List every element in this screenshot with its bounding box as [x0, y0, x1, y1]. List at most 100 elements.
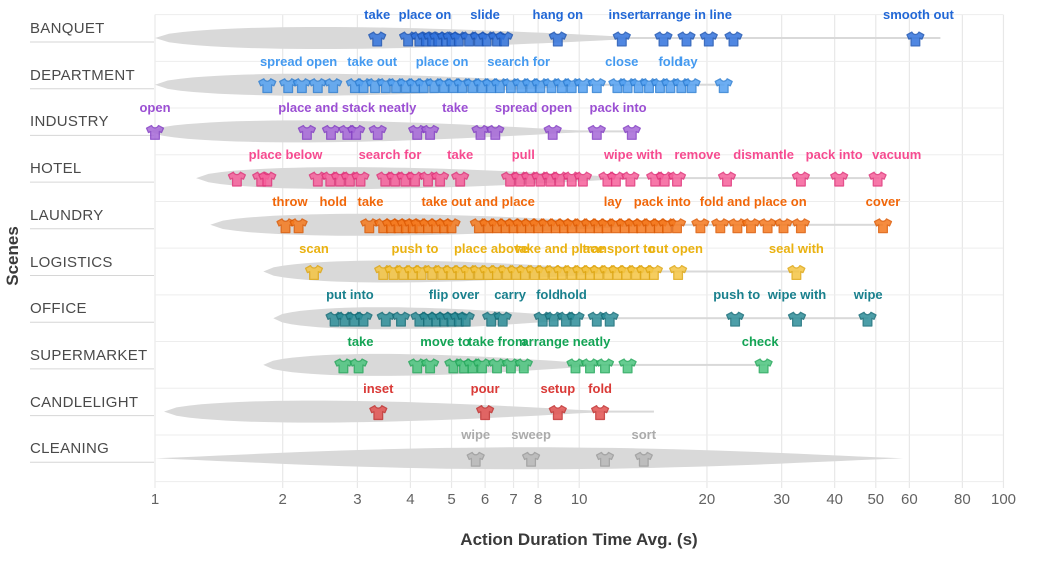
tshirt-marker-icon: [622, 124, 641, 140]
action-label: sweep: [511, 427, 551, 443]
tshirt-marker-icon: [714, 78, 733, 94]
action-label: pack into: [633, 193, 691, 209]
action-label: spread open: [494, 100, 573, 116]
tshirt-marker-icon: [587, 124, 606, 140]
action-label: search for: [358, 147, 422, 163]
action-label: smooth out: [883, 7, 954, 22]
action-label: lay: [679, 53, 698, 69]
action-label: fold: [588, 380, 613, 396]
tshirt-marker-icon: [354, 311, 373, 327]
x-tick-label: 80: [954, 491, 971, 508]
action-label: hold: [319, 193, 347, 209]
x-tick-label: 10: [570, 491, 588, 508]
action-label: arrange neatly: [521, 333, 611, 349]
action-label: spread open: [259, 53, 338, 69]
action-label: arrange in line: [643, 7, 732, 22]
x-tick-label: 100: [990, 491, 1017, 508]
tshirt-marker-icon: [677, 31, 696, 47]
action-label: push to: [391, 240, 439, 256]
action-label: place on: [415, 53, 469, 69]
x-tick-label: 30: [773, 491, 791, 508]
tshirt-marker-icon: [334, 358, 353, 374]
tshirt-marker-icon: [758, 218, 777, 234]
tshirt-marker-icon: [868, 171, 887, 187]
tshirt-marker-icon: [451, 171, 470, 187]
violin-tail: [588, 37, 941, 39]
tshirt-marker-icon: [486, 124, 505, 140]
tshirt-marker-icon: [521, 451, 541, 467]
tshirt-marker-icon: [873, 218, 893, 234]
x-tick-label: 50: [867, 491, 885, 508]
tshirt-marker-icon: [600, 311, 619, 327]
tshirt-marker-icon: [590, 405, 610, 421]
tshirt-marker-icon: [420, 124, 440, 140]
action-label: insert: [608, 7, 644, 22]
tshirt-marker-icon: [289, 218, 308, 234]
tshirt-marker-icon: [279, 78, 298, 94]
action-label: close: [605, 53, 639, 69]
x-tick-label: 3: [353, 491, 362, 508]
marker-layer: [145, 31, 925, 467]
tshirt-marker-icon: [351, 171, 370, 187]
tshirt-marker-icon: [711, 218, 730, 234]
row-label-banquet: BANQUET: [30, 20, 105, 37]
action-label: hang on: [532, 7, 584, 22]
action-label: wipe with: [767, 287, 827, 303]
tshirt-marker-icon: [754, 358, 773, 374]
action-label: fold and place on: [699, 193, 807, 209]
action-label: place on: [398, 7, 452, 22]
action-label: check: [741, 333, 779, 349]
row-label-office: OFFICE: [30, 300, 87, 318]
tshirt-marker-icon: [368, 124, 387, 140]
tshirt-marker-icon: [691, 218, 710, 234]
tshirt-marker-icon: [442, 218, 461, 234]
action-label: pack into: [589, 100, 647, 116]
action-label: slide: [470, 7, 500, 22]
action-label: place above: [453, 240, 529, 256]
action-label: move to: [420, 333, 471, 349]
violin-tail: [575, 270, 800, 273]
tshirt-marker-icon: [787, 264, 806, 280]
action-label: search for: [487, 53, 551, 69]
tshirt-marker-icon: [227, 171, 247, 187]
tshirt-marker-icon: [368, 31, 387, 47]
action-label: pack into: [805, 147, 863, 163]
tshirt-marker-icon: [494, 31, 514, 47]
tshirt-marker-icon: [420, 358, 440, 374]
tshirt-marker-icon: [276, 218, 295, 234]
tshirt-marker-icon: [587, 78, 606, 94]
tshirt-marker-icon: [471, 124, 490, 140]
tshirt-marker-icon: [595, 451, 615, 467]
tshirt-marker-icon: [308, 78, 327, 94]
x-tick-label: 20: [698, 491, 716, 508]
grid-layer: [30, 14, 1005, 488]
action-label: hold: [559, 287, 587, 303]
x-tick-label: 5: [447, 491, 456, 508]
tshirt-marker-icon: [292, 78, 312, 94]
action-label: pull: [511, 147, 535, 163]
action-label: take from: [468, 333, 527, 349]
action-label: remove: [674, 147, 721, 163]
action-label: put into: [326, 287, 374, 303]
tshirt-marker-icon: [566, 358, 585, 374]
tshirt-marker-icon: [699, 31, 718, 47]
tshirt-marker-icon: [612, 31, 631, 47]
tshirt-marker-icon: [634, 451, 653, 467]
tshirt-marker-icon: [347, 124, 366, 140]
tshirt-marker-icon: [787, 311, 807, 327]
action-label: setup: [540, 380, 576, 396]
violin-tail: [547, 363, 766, 366]
tshirt-marker-icon: [360, 218, 379, 234]
tshirt-marker-icon: [606, 171, 626, 187]
action-label: take out: [347, 53, 398, 69]
tshirt-marker-icon: [514, 358, 533, 374]
action-label: inset: [363, 380, 394, 396]
tshirt-marker-icon: [791, 218, 811, 234]
action-label: take and place: [514, 240, 605, 256]
row-label-cleaning: CLEANING: [30, 440, 110, 458]
tshirt-marker-icon: [548, 405, 567, 421]
x-tick-label: 4: [406, 491, 415, 508]
row-label-laundry: LAUNDRY: [30, 206, 104, 224]
row-label-hotel: HOTEL: [30, 160, 82, 178]
action-label: open: [139, 100, 171, 116]
